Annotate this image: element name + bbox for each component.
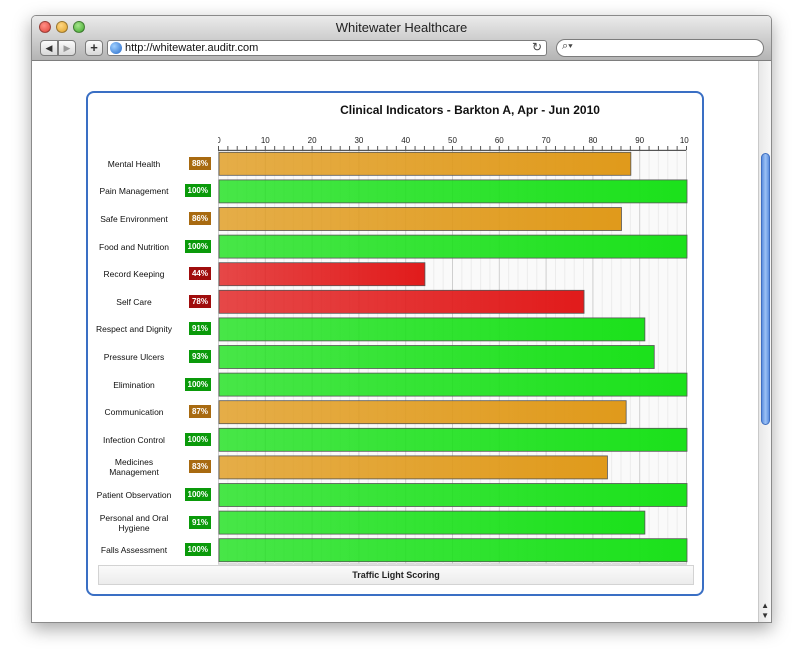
browser-window: Whitewater Healthcare ◀ ▶ + http://white… (31, 15, 772, 623)
bar-elimination (218, 372, 688, 397)
score-badge: 100% (184, 488, 211, 501)
back-button[interactable]: ◀ (40, 40, 58, 56)
indicator-label: Falls Assessment (100, 545, 168, 556)
chart-panel: Clinical Indicators - Barkton A, Apr - J… (86, 91, 704, 596)
page-content: Clinical Indicators - Barkton A, Apr - J… (32, 61, 771, 622)
indicator-label: Mental Health (107, 158, 161, 169)
score-badge: 100% (184, 184, 211, 198)
indicator-label: Food and Nutrition (99, 241, 169, 252)
score-badge: 100% (184, 432, 211, 446)
x-tick-label: 10 (261, 136, 270, 145)
bar-pressure-ulcers (218, 345, 655, 369)
indicator-label: Communication (104, 407, 164, 418)
bar-food-and-nutrition (218, 234, 688, 259)
score-badge: 83% (188, 460, 211, 474)
minimize-window-icon[interactable] (56, 21, 68, 33)
indicator-label: Elimination (113, 379, 155, 390)
x-tick-label: 50 (448, 136, 457, 145)
x-tick-label: 30 (354, 136, 363, 145)
indicator-label: Personal and Oral Hygiene (99, 512, 169, 533)
indicator-label: Safe Environment (100, 214, 168, 224)
x-tick-label: 100 (680, 136, 689, 145)
x-tick-label: 70 (542, 136, 551, 145)
x-tick-label: 60 (495, 136, 504, 145)
bar-record-keeping (218, 262, 426, 287)
score-badge: 91% (188, 515, 211, 529)
x-tick-label: 20 (308, 136, 317, 145)
reload-icon[interactable]: ↻ (531, 40, 542, 54)
bar-communication (218, 400, 627, 425)
bar-safe-environment (218, 207, 622, 231)
globe-icon (110, 42, 122, 54)
legend-traffic-light-scoring[interactable]: Traffic Light Scoring (98, 565, 694, 585)
score-badge: 44% (188, 267, 211, 281)
indicator-label: Medicines Management (109, 457, 159, 478)
chart-title: Clinical Indicators - Barkton A, Apr - J… (340, 103, 600, 117)
indicator-label: Self Care (116, 296, 152, 307)
forward-button[interactable]: ▶ (58, 40, 76, 56)
bar-respect-and-dignity (218, 317, 646, 342)
plus-icon: + (90, 40, 98, 55)
bar-medicines-management (218, 455, 608, 480)
indicator-label: Infection Control (103, 434, 165, 445)
indicator-label: Record Keeping (103, 269, 165, 280)
add-bookmark-button[interactable]: + (85, 40, 103, 56)
zoom-window-icon[interactable] (73, 21, 85, 33)
score-badge: 87% (188, 405, 211, 419)
window-title: Whitewater Healthcare (335, 20, 468, 35)
indicator-label: Respect and Dignity (95, 324, 173, 335)
bar-chart: 0 10 20 30 40 50 60 70 80 90 100 (218, 136, 689, 565)
x-tick-label: 40 (401, 136, 410, 145)
x-tick-label: 0 (218, 136, 221, 145)
bar-patient-observation (218, 483, 688, 507)
bar-pain-management (218, 179, 688, 204)
score-badge: 93% (188, 350, 211, 363)
score-badge: 100% (184, 239, 211, 253)
scroll-up-icon[interactable]: ▲ (761, 601, 769, 610)
scroll-down-icon[interactable]: ▼ (761, 611, 769, 620)
indicator-label: Patient Observation (96, 490, 172, 500)
score-badge: 86% (188, 212, 211, 225)
score-badge: 100% (184, 377, 211, 391)
score-badge: 78% (188, 294, 211, 308)
search-field[interactable]: ⌕▾ (556, 39, 764, 57)
score-badge: 88% (188, 156, 211, 170)
indicator-label: Pressure Ulcers (103, 352, 165, 362)
url-text[interactable]: http://whitewater.auditr.com (125, 42, 259, 54)
search-icon: ⌕▾ (562, 40, 573, 52)
bar-infection-control (218, 427, 688, 452)
bar-self-care (218, 289, 585, 314)
browser-toolbar: ◀ ▶ + http://whitewater.auditr.com ↻ ⌕▾ (32, 38, 771, 61)
score-badge: 91% (188, 322, 211, 336)
title-bar: Whitewater Healthcare (32, 16, 771, 38)
indicator-label: Pain Management (99, 186, 169, 197)
bar-falls-assessment (218, 538, 688, 563)
close-window-icon[interactable] (39, 21, 51, 33)
x-tick-label: 90 (635, 136, 644, 145)
forward-arrow-icon: ▶ (63, 43, 71, 53)
score-badge: 100% (184, 543, 211, 557)
back-arrow-icon: ◀ (45, 43, 53, 53)
scrollbar-thumb[interactable] (761, 153, 770, 425)
address-bar[interactable]: http://whitewater.auditr.com ↻ (107, 40, 547, 56)
bar-personal-and-oral-hygiene (218, 510, 646, 535)
vertical-scrollbar[interactable]: ▲ ▼ (758, 61, 771, 622)
x-tick-label: 80 (588, 136, 597, 145)
bar-mental-health (218, 151, 632, 176)
